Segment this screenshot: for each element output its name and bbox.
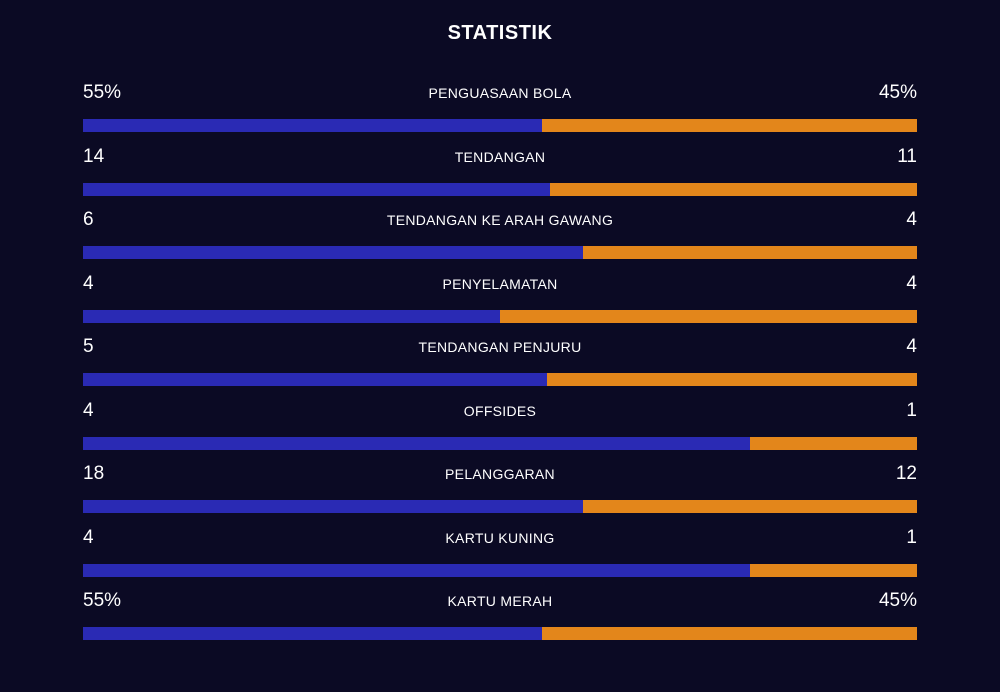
stats-title: STATISTIK (447, 22, 553, 44)
home-bar-fill (83, 119, 542, 132)
stats-list: 55% PENGUASAAN BOLA 45% 14 TENDANGAN 11 … (83, 80, 917, 652)
home-value: 55% (83, 82, 122, 103)
home-value: 4 (83, 399, 94, 421)
away-bar-fill (541, 119, 917, 132)
away-bar-fill (583, 500, 917, 513)
away-bar-fill (500, 309, 917, 323)
away-value: 4 (906, 209, 917, 230)
stat-row-possession: 55% PENGUASAAN BOLA 45% (83, 80, 917, 144)
home-bar-fill (83, 500, 584, 513)
away-value: 45% (878, 82, 917, 103)
stat-label: OFFSIDES (463, 402, 537, 419)
away-bar-fill (546, 373, 917, 386)
stat-row-saves: 4 PENYELAMATAN 4 (83, 271, 917, 335)
away-value: 4 (906, 336, 917, 357)
comparison-bar (83, 119, 917, 132)
home-bar-fill (83, 373, 547, 386)
stat-label: TENDANGAN (454, 148, 546, 165)
stat-label: TENDANGAN KE ARAH GAWANG (386, 212, 614, 228)
comparison-bar (83, 436, 917, 450)
stat-row-shots-on-target: 6 TENDANGAN KE ARAH GAWANG 4 (83, 207, 917, 271)
away-bar-fill (750, 436, 917, 450)
home-value: 4 (83, 272, 94, 294)
away-value: 1 (906, 526, 917, 548)
stat-label: KARTU MERAH (447, 593, 553, 609)
stat-label: PENYELAMATAN (442, 275, 558, 292)
comparison-bar (83, 500, 917, 513)
comparison-bar (83, 373, 917, 386)
away-value: 45% (878, 590, 917, 611)
away-bar-fill (541, 627, 917, 640)
home-bar-fill (83, 563, 751, 577)
away-bar-fill (550, 182, 917, 196)
home-value: 18 (83, 463, 105, 484)
comparison-bar (83, 627, 917, 640)
stat-row-yellow-cards: 4 KARTU KUNING 1 (83, 525, 917, 589)
stat-row-offsides: 4 OFFSIDES 1 (83, 398, 917, 462)
stat-row-corners: 5 TENDANGAN PENJURU 4 (83, 334, 917, 398)
home-value: 4 (83, 526, 94, 548)
stat-row-red-cards: 55% KARTU MERAH 45% (83, 588, 917, 652)
home-bar-fill (83, 627, 542, 640)
comparison-bar (83, 309, 917, 323)
home-value: 55% (83, 590, 122, 611)
home-bar-fill (83, 246, 584, 259)
home-value: 6 (83, 209, 94, 230)
home-value: 14 (83, 145, 105, 167)
comparison-bar (83, 246, 917, 259)
away-bar-fill (750, 563, 917, 577)
away-value: 4 (906, 272, 917, 294)
away-bar-fill (583, 246, 917, 259)
stat-label: TENDANGAN PENJURU (418, 339, 582, 355)
stat-row-shots: 14 TENDANGAN 11 (83, 144, 917, 208)
away-value: 12 (895, 463, 917, 484)
stat-row-fouls: 18 PELANGGARAN 12 (83, 461, 917, 525)
home-bar-fill (83, 309, 500, 323)
comparison-bar (83, 563, 917, 577)
home-value: 5 (83, 336, 94, 357)
stat-label: KARTU KUNING (445, 529, 555, 546)
stat-label: PELANGGARAN (445, 466, 555, 482)
home-bar-fill (83, 182, 551, 196)
away-value: 1 (906, 399, 917, 421)
away-value: 11 (897, 145, 917, 167)
comparison-bar (83, 182, 917, 196)
home-bar-fill (83, 436, 751, 450)
stat-label: PENGUASAAN BOLA (428, 85, 572, 101)
